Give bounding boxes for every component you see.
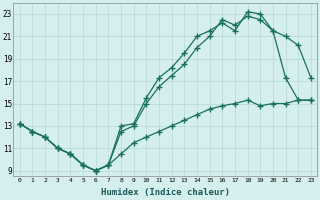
X-axis label: Humidex (Indice chaleur): Humidex (Indice chaleur) (101, 188, 230, 197)
